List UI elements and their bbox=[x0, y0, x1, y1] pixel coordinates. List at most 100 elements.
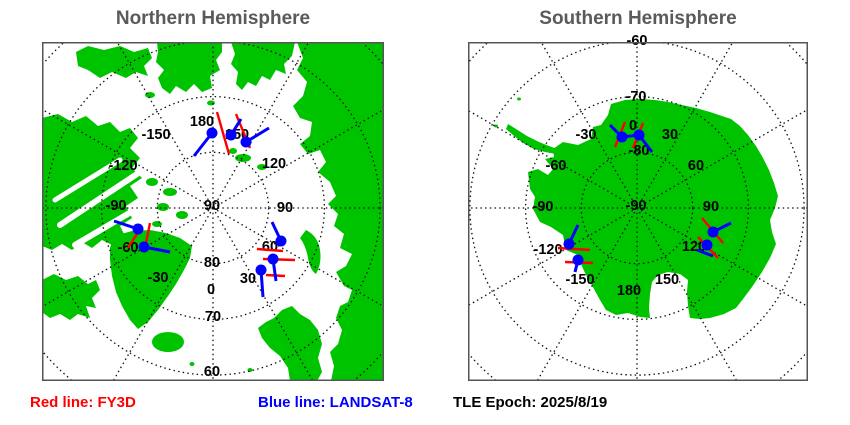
latitude-circle bbox=[156, 151, 270, 265]
land-polygon bbox=[42, 114, 142, 250]
grid-label: 30 bbox=[240, 271, 256, 287]
title-northern-hemisphere: Northern Hemisphere bbox=[115, 8, 311, 29]
grid-label: -30 bbox=[148, 270, 169, 286]
grid-label: -90 bbox=[626, 198, 647, 214]
grid-label: -60 bbox=[546, 158, 567, 174]
island bbox=[189, 362, 195, 366]
satellite-marker bbox=[707, 226, 719, 238]
track-segment-fy3d bbox=[557, 246, 591, 252]
meridian-line bbox=[212, 108, 384, 209]
grid-label: 120 bbox=[262, 156, 286, 172]
sea-channel bbox=[52, 157, 123, 203]
island bbox=[517, 97, 521, 101]
latitude-circle bbox=[100, 95, 326, 321]
meridian-line bbox=[112, 207, 214, 381]
sea-channel bbox=[72, 192, 163, 248]
grid-label: -30 bbox=[576, 127, 597, 143]
satellite-marker bbox=[701, 239, 713, 251]
legend-blue-line-landsat8: Blue line: LANDSAT-8 bbox=[258, 394, 413, 411]
island bbox=[163, 188, 177, 196]
grid-label: 90 bbox=[204, 198, 220, 214]
meridian-line bbox=[212, 207, 384, 308]
meridian-line bbox=[636, 42, 734, 209]
map-northern-hemisphere: 1801501209060300-30-60-90-120-1509080706… bbox=[42, 42, 384, 381]
grid-label: 90 bbox=[277, 200, 293, 216]
latitude-circle bbox=[524, 95, 750, 321]
satellite-marker bbox=[132, 223, 144, 235]
satellite-marker bbox=[633, 129, 645, 141]
grid-label: 80 bbox=[204, 255, 220, 271]
meridian-line bbox=[212, 42, 310, 209]
island bbox=[235, 154, 251, 162]
satellite-marker bbox=[206, 127, 218, 139]
land-polygon bbox=[42, 274, 100, 320]
grid-label: -120 bbox=[533, 242, 562, 258]
island bbox=[146, 178, 158, 186]
land-polygon bbox=[231, 42, 295, 90]
land-polygon bbox=[258, 306, 322, 381]
grid-label: -70 bbox=[626, 89, 647, 105]
meridian-line bbox=[212, 207, 314, 381]
grid-label: 180 bbox=[190, 114, 214, 130]
satellite-marker bbox=[267, 253, 279, 265]
satellite-marker bbox=[240, 136, 252, 148]
grid-label: -150 bbox=[565, 272, 594, 288]
meridian-line bbox=[636, 207, 808, 308]
grid-label: 0 bbox=[629, 118, 637, 134]
satellite-marker bbox=[138, 241, 150, 253]
land-polygon bbox=[156, 42, 222, 94]
island bbox=[157, 203, 169, 211]
meridian-line bbox=[636, 108, 808, 209]
grid-label: 60 bbox=[204, 364, 220, 380]
panel-border bbox=[42, 42, 384, 381]
latitude-circle bbox=[580, 151, 694, 265]
land-polygon bbox=[300, 230, 321, 274]
satellite-marker bbox=[616, 131, 628, 143]
grid-label: 180 bbox=[617, 283, 641, 299]
track-segment-fy3d bbox=[215, 111, 231, 155]
satellite-marker bbox=[563, 238, 575, 250]
land-polygon bbox=[293, 42, 383, 381]
satellite-marker bbox=[572, 254, 584, 266]
island bbox=[257, 164, 267, 170]
grid-label: 90 bbox=[703, 199, 719, 215]
satellite-marker bbox=[225, 129, 237, 141]
title-southern-hemisphere: Southern Hemisphere bbox=[539, 8, 737, 29]
map-southern-hemisphere: -600306090120150180-150-120-90-60-30-70-… bbox=[468, 33, 808, 381]
island bbox=[494, 124, 498, 128]
island bbox=[152, 332, 184, 352]
meridian-line bbox=[42, 108, 214, 209]
grid-label: 0 bbox=[207, 282, 215, 298]
island bbox=[229, 148, 237, 154]
meridian-line bbox=[636, 207, 738, 381]
sea-channel bbox=[57, 169, 143, 228]
track-segment-fy3d bbox=[256, 247, 284, 253]
land-polygon bbox=[76, 46, 152, 78]
tle-epoch-label: TLE Epoch: 2025/8/19 bbox=[453, 394, 608, 411]
grid-label: -150 bbox=[141, 127, 170, 143]
land-polygon bbox=[110, 230, 192, 329]
meridian-line bbox=[536, 207, 638, 381]
meridian-line bbox=[116, 42, 214, 209]
latitude-circle bbox=[469, 42, 805, 376]
track-segment-landsat8 bbox=[696, 248, 714, 258]
grid-label: -120 bbox=[108, 158, 137, 174]
meridian-line bbox=[468, 207, 638, 307]
grid-label: -60 bbox=[627, 33, 648, 49]
meridian-line bbox=[468, 109, 638, 209]
grid-label: 30 bbox=[662, 127, 678, 143]
satellite-marker bbox=[275, 235, 287, 247]
meridian-line bbox=[540, 42, 638, 209]
grid-label: 150 bbox=[655, 272, 679, 288]
grid-label: -90 bbox=[106, 198, 127, 214]
grid-label: -90 bbox=[533, 199, 554, 215]
panel-border bbox=[468, 42, 808, 381]
island bbox=[176, 211, 188, 219]
meridian-line bbox=[42, 207, 214, 308]
grid-label: 60 bbox=[688, 158, 704, 174]
legend-red-line-fy3d: Red line: FY3D bbox=[30, 394, 136, 411]
satellite-marker bbox=[255, 264, 267, 276]
grid-label: 70 bbox=[205, 309, 221, 325]
